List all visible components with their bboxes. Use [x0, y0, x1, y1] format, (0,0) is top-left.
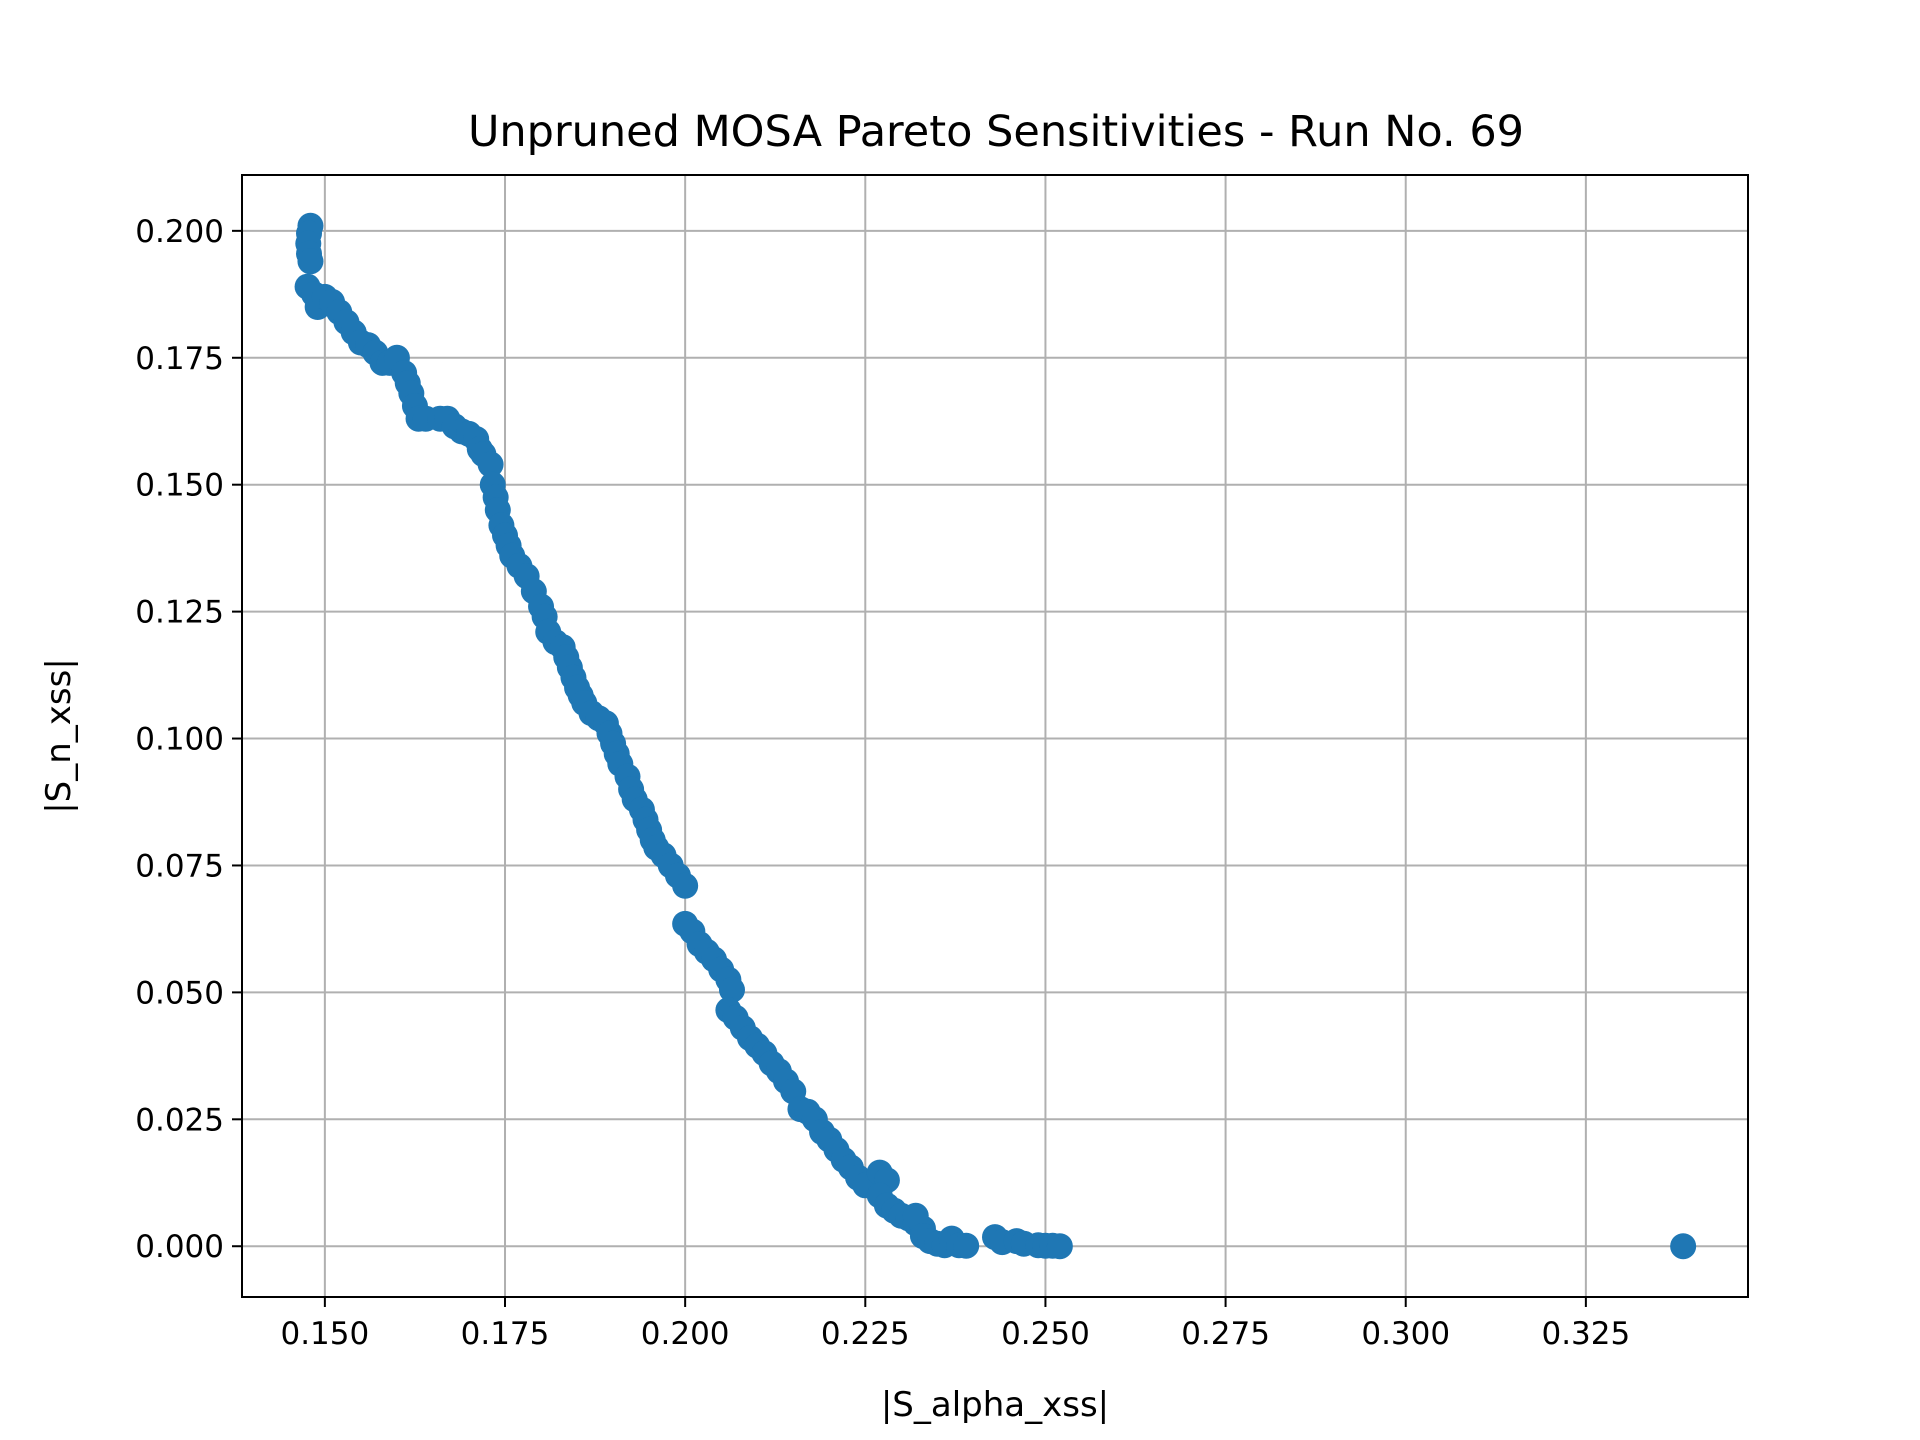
y-tick-label: 0.000: [135, 1229, 224, 1265]
y-tick-label: 0.150: [135, 468, 224, 504]
scatter-point: [718, 976, 745, 1003]
y-tick-label: 0.175: [135, 341, 224, 377]
scatter-point: [953, 1232, 980, 1259]
x-tick-label: 0.175: [461, 1316, 550, 1352]
scatter-point: [902, 1202, 929, 1229]
x-tick-label: 0.300: [1361, 1316, 1450, 1352]
x-tick-label: 0.150: [280, 1316, 369, 1352]
x-tick-label: 0.275: [1181, 1316, 1270, 1352]
plot-frame: [241, 174, 1749, 1298]
x-tick-label: 0.250: [1001, 1316, 1090, 1352]
data-points: [294, 212, 1697, 1260]
scatter-point: [297, 248, 324, 275]
scatter-point: [477, 451, 504, 478]
x-tick-label: 0.200: [641, 1316, 730, 1352]
x-tick-label: 0.325: [1541, 1316, 1630, 1352]
y-tick-label: 0.100: [135, 722, 224, 758]
y-tick-label: 0.050: [135, 975, 224, 1011]
y-tick-label: 0.125: [135, 595, 224, 631]
axis-ticks: 0.150 0.175 0.200 0.225 0.250 0.275 0.300 0.325…: [135, 214, 1630, 1352]
x-axis-label: |S_alpha_xss|: [881, 1385, 1109, 1425]
chart-title: Unpruned MOSA Pareto Sensitivities - Run…: [468, 107, 1524, 157]
scatter-point: [1670, 1233, 1697, 1260]
grid-lines: [242, 175, 1748, 1297]
y-tick-label: 0.025: [135, 1102, 224, 1138]
scatter-point: [1046, 1233, 1073, 1260]
x-tick-label: 0.225: [821, 1316, 910, 1352]
y-tick-label: 0.200: [135, 214, 224, 250]
scatter-point: [672, 872, 699, 899]
y-tick-label: 0.075: [135, 848, 224, 884]
y-axis-label: |S_n_xss|: [39, 658, 79, 814]
